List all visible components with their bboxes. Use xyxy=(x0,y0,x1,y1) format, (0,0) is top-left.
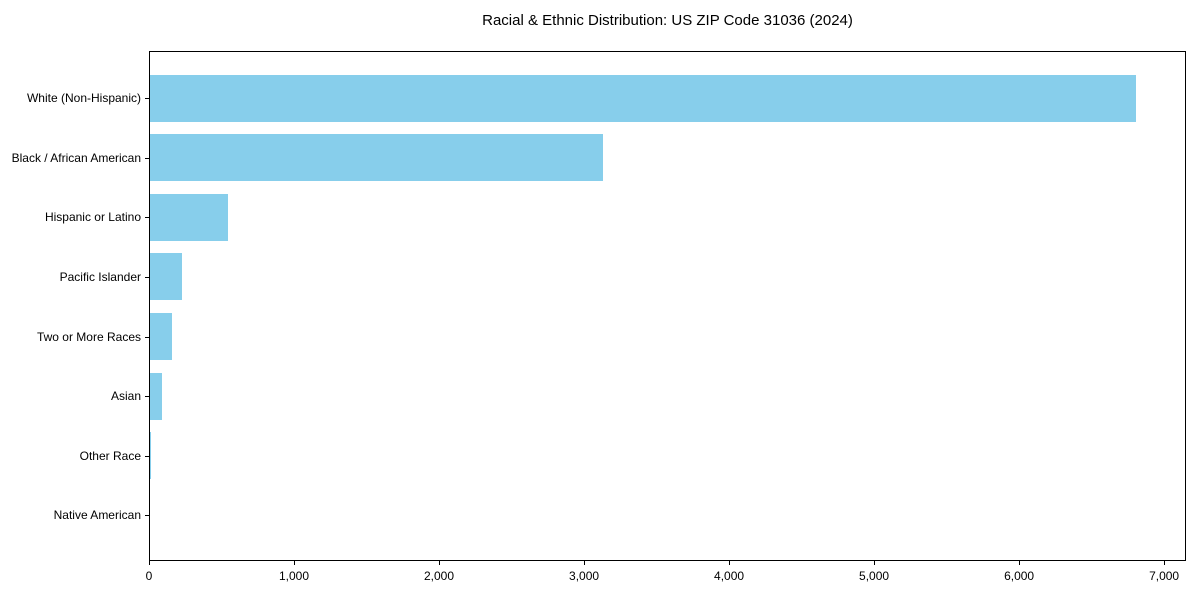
bar-asian xyxy=(150,372,163,420)
y-axis-tick-mark xyxy=(145,98,149,99)
y-axis-tick-mark xyxy=(145,217,149,219)
y-axis-tick-mark xyxy=(145,276,149,278)
y-axis-tick-mark xyxy=(145,396,149,398)
chart-title: Racial & Ethnic Distribution: US ZIP Cod… xyxy=(482,12,853,29)
x-axis-tick-mark xyxy=(584,561,586,565)
x-axis-tick-mark xyxy=(439,561,441,565)
y-axis-category-label: Pacific Islander xyxy=(59,269,141,284)
y-axis-tick-mark xyxy=(145,515,149,517)
x-axis-tick-label: 4,000 xyxy=(714,569,745,583)
bar-two-or-more-races xyxy=(150,313,172,361)
y-axis-category-label: Two or More Races xyxy=(36,329,141,344)
x-axis-tick-label: 1,000 xyxy=(278,569,310,583)
bar-pacific-islander xyxy=(150,253,182,301)
x-axis-tick-mark xyxy=(1019,561,1021,565)
bar-other-race xyxy=(150,432,152,480)
y-axis-category-label: Hispanic or Latino xyxy=(44,210,141,225)
x-axis-tick-label: 6,000 xyxy=(1004,569,1035,583)
x-axis-tick-mark xyxy=(874,561,876,565)
y-axis-category-label: Asian xyxy=(110,389,141,404)
y-axis-tick-mark xyxy=(145,336,149,338)
x-axis-tick-label: 5,000 xyxy=(859,569,890,583)
x-axis-tick-label: 0 xyxy=(145,569,153,583)
y-axis-tick-mark xyxy=(145,157,149,159)
x-axis-tick-mark xyxy=(294,561,295,565)
x-axis-tick-label: 7,000 xyxy=(1149,569,1180,583)
bar-black-african-american xyxy=(150,134,604,182)
y-axis-tick-mark xyxy=(145,455,149,457)
x-axis-tick-mark xyxy=(729,561,731,565)
x-axis-tick-mark xyxy=(149,561,150,565)
plot-area xyxy=(149,51,1186,561)
x-axis-tick-label: 2,000 xyxy=(424,569,455,583)
bar-white-non-hispanic xyxy=(150,74,1136,122)
y-axis-category-label: White (Non-Hispanic) xyxy=(26,91,141,105)
x-axis-tick-label: 3,000 xyxy=(569,569,600,583)
x-axis-tick-mark xyxy=(1164,561,1166,565)
y-axis-category-label: Other Race xyxy=(79,448,141,463)
y-axis-category-label: Black / African American xyxy=(11,150,141,165)
bar-hispanic-or-latino xyxy=(150,193,228,241)
y-axis-category-label: Native American xyxy=(53,508,141,523)
